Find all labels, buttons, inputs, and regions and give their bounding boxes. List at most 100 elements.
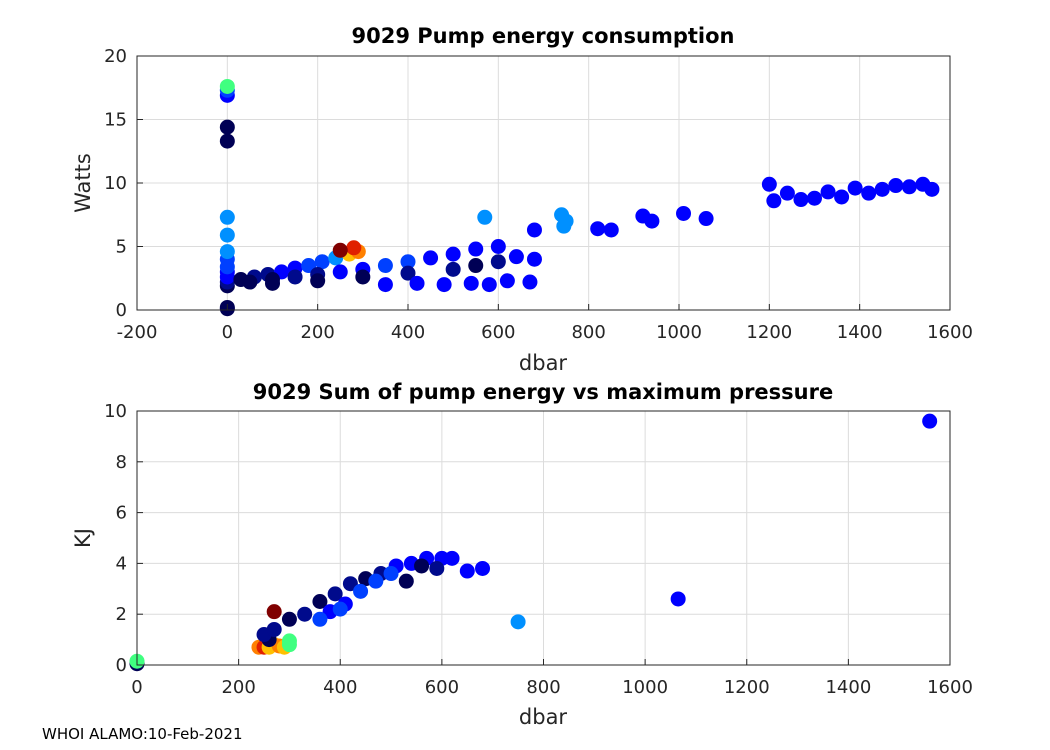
- data-point: [332, 264, 348, 280]
- data-point: [219, 227, 235, 243]
- data-point: [888, 178, 904, 194]
- axes-frame: [136, 55, 951, 311]
- scatter-points-top: [219, 78, 940, 317]
- data-point: [297, 606, 313, 622]
- y-tick-label: 5: [116, 237, 127, 258]
- data-point: [463, 275, 479, 291]
- data-point: [219, 133, 235, 149]
- data-point: [670, 591, 686, 607]
- data-point: [874, 181, 890, 197]
- data-point: [793, 192, 809, 208]
- data-point: [477, 209, 493, 225]
- x-tick-label: 1600: [927, 322, 973, 343]
- data-point: [481, 277, 497, 293]
- data-point: [312, 594, 328, 609]
- data-point: [400, 265, 416, 281]
- y-tick-label: 0: [116, 300, 127, 321]
- axes-frame: [136, 410, 951, 666]
- scatter-points-bottom: [129, 413, 938, 672]
- data-point: [219, 244, 235, 260]
- data-point: [327, 586, 343, 602]
- data-point: [676, 205, 692, 221]
- data-point: [377, 258, 393, 274]
- data-point: [346, 240, 362, 256]
- data-point: [219, 209, 235, 225]
- data-point: [490, 239, 506, 254]
- data-point: [779, 185, 795, 201]
- y-tick-label: 10: [104, 401, 127, 422]
- data-point: [766, 193, 782, 209]
- x-tick-label: 400: [391, 322, 425, 343]
- data-point: [266, 604, 282, 620]
- data-point: [314, 254, 330, 270]
- data-point: [429, 560, 445, 576]
- data-point: [436, 277, 452, 293]
- data-point: [281, 633, 297, 649]
- data-point: [281, 611, 297, 627]
- data-point: [459, 563, 475, 579]
- x-axis-label-bottom: dbar: [519, 705, 568, 729]
- data-point: [847, 180, 863, 196]
- x-tick-label: 200: [221, 677, 255, 698]
- data-point: [698, 211, 714, 227]
- y-tick-label: 8: [116, 452, 127, 473]
- data-point: [807, 190, 822, 206]
- x-tick-label: 1400: [825, 677, 871, 698]
- data-point: [510, 614, 526, 630]
- data-point: [526, 251, 542, 267]
- data-point: [423, 250, 439, 266]
- data-point: [468, 258, 484, 274]
- x-tick-label: 600: [425, 677, 459, 698]
- data-point: [820, 184, 836, 200]
- x-tick-label: 400: [323, 677, 357, 698]
- data-point: [377, 277, 393, 293]
- y-tick-label: 6: [116, 503, 127, 524]
- data-point: [522, 274, 538, 290]
- data-point: [310, 273, 326, 289]
- data-point: [468, 241, 484, 257]
- x-tick-label: 800: [571, 322, 605, 343]
- y-tick-label: 0: [116, 655, 127, 676]
- data-point: [761, 176, 777, 192]
- x-tick-label: 1000: [622, 677, 668, 698]
- data-point: [445, 246, 461, 262]
- data-point: [332, 601, 348, 617]
- data-point: [242, 274, 258, 290]
- axes-pump-energy: -200 0 200 400 600 800 1000 1200 1400 16000510152…: [71, 24, 973, 375]
- x-tick-label: 600: [481, 322, 515, 343]
- data-point: [414, 558, 430, 574]
- x-axis-label-top: dbar: [519, 351, 568, 375]
- y-tick-label: 10: [104, 173, 127, 194]
- data-point: [445, 261, 461, 277]
- data-point: [383, 566, 399, 582]
- data-point: [368, 573, 384, 589]
- data-point: [444, 550, 460, 566]
- data-point: [922, 413, 938, 429]
- data-point: [219, 119, 235, 135]
- x-tick-label: 200: [300, 322, 334, 343]
- ticks-bottom: 0 200 400 600 800 1000 1200 1400 1600 0 2 4 6 8 10: [104, 401, 973, 698]
- data-point: [332, 242, 348, 258]
- data-point: [603, 222, 619, 238]
- data-point: [490, 254, 506, 270]
- data-point: [924, 181, 940, 197]
- y-tick-label: 15: [104, 110, 127, 131]
- x-tick-label: 0: [222, 322, 233, 343]
- data-point: [287, 269, 303, 285]
- x-tick-label: 800: [526, 677, 560, 698]
- data-point: [508, 249, 524, 265]
- footer-credit: WHOI ALAMO:10-Feb-2021: [42, 725, 243, 743]
- data-point: [590, 221, 606, 237]
- data-point: [355, 269, 371, 285]
- y-tick-label: 4: [116, 553, 127, 574]
- data-point: [475, 560, 491, 576]
- y-axis-label-bottom: KJ: [71, 528, 95, 548]
- data-point: [644, 213, 660, 229]
- x-tick-label: 0: [131, 677, 142, 698]
- x-tick-label: 1200: [746, 322, 792, 343]
- data-point: [266, 621, 282, 637]
- data-point: [398, 573, 414, 589]
- axes-energy-sum: 0 200 400 600 800 1000 1200 1400 1600 0 2 4 6 8 10 902…: [71, 380, 973, 729]
- y-tick-label: 20: [104, 46, 127, 67]
